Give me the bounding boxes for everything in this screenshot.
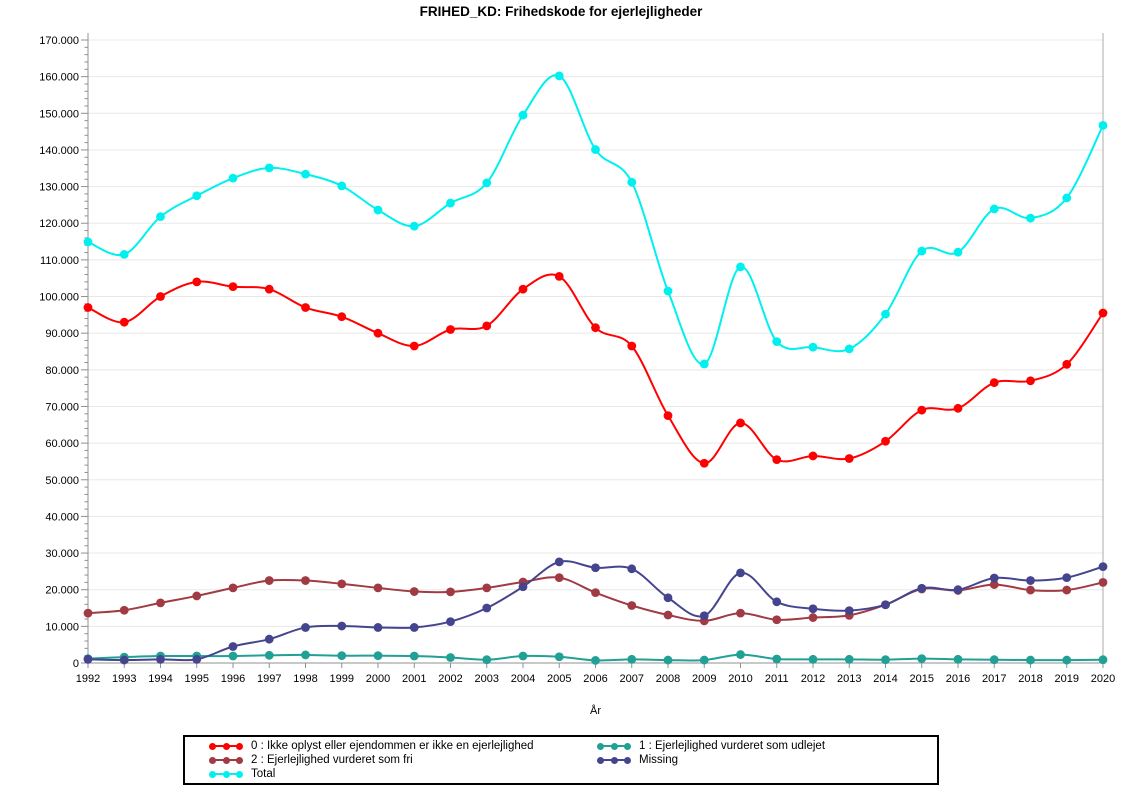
svg-text:2003: 2003 bbox=[475, 673, 499, 685]
legend-marker-missing bbox=[597, 756, 631, 765]
svg-text:1998: 1998 bbox=[293, 673, 317, 685]
svg-text:100.000: 100.000 bbox=[39, 292, 79, 304]
legend-item-total: Total bbox=[209, 768, 597, 781]
svg-text:År: År bbox=[590, 704, 601, 717]
svg-text:1995: 1995 bbox=[185, 673, 209, 685]
svg-text:2017: 2017 bbox=[982, 673, 1006, 685]
legend-marker-code0 bbox=[209, 742, 243, 751]
svg-text:2016: 2016 bbox=[946, 673, 970, 685]
svg-text:2006: 2006 bbox=[583, 673, 607, 685]
legend-item-missing: Missing bbox=[597, 754, 937, 767]
legend-marker-code2 bbox=[209, 756, 243, 765]
svg-text:1997: 1997 bbox=[257, 673, 281, 685]
svg-text:60.000: 60.000 bbox=[45, 438, 79, 450]
svg-text:2010: 2010 bbox=[728, 673, 752, 685]
svg-text:2005: 2005 bbox=[547, 673, 571, 685]
legend-label-code1: 1 : Ejerlejlighed vurderet som udlejet bbox=[639, 740, 826, 752]
svg-text:2007: 2007 bbox=[620, 673, 644, 685]
svg-text:130.000: 130.000 bbox=[39, 182, 79, 194]
legend-item-code1: 1 : Ejerlejlighed vurderet som udlejet bbox=[597, 740, 937, 753]
svg-text:170.000: 170.000 bbox=[39, 35, 79, 47]
svg-text:1994: 1994 bbox=[148, 673, 172, 685]
chart-title: FRIHED_KD: Frihedskode for ejerlejlighed… bbox=[419, 4, 703, 19]
svg-text:2013: 2013 bbox=[837, 673, 861, 685]
legend-marker-code1 bbox=[597, 742, 631, 751]
svg-text:2012: 2012 bbox=[801, 673, 825, 685]
svg-text:110.000: 110.000 bbox=[40, 255, 79, 267]
svg-text:50.000: 50.000 bbox=[45, 475, 79, 487]
svg-text:20.000: 20.000 bbox=[45, 585, 79, 597]
svg-text:90.000: 90.000 bbox=[45, 328, 79, 340]
svg-text:2009: 2009 bbox=[692, 673, 716, 685]
svg-text:2008: 2008 bbox=[656, 673, 680, 685]
svg-text:2011: 2011 bbox=[765, 673, 789, 685]
svg-text:2000: 2000 bbox=[366, 673, 390, 685]
svg-text:10.000: 10.000 bbox=[45, 621, 79, 633]
svg-text:2001: 2001 bbox=[402, 673, 426, 685]
svg-text:80.000: 80.000 bbox=[45, 365, 79, 377]
svg-text:2018: 2018 bbox=[1018, 673, 1042, 685]
legend-item-code0: 0 : Ikke oplyst eller ejendommen er ikke… bbox=[209, 740, 597, 753]
svg-text:140.000: 140.000 bbox=[39, 145, 79, 157]
svg-text:160.000: 160.000 bbox=[39, 72, 79, 84]
svg-text:150.000: 150.000 bbox=[39, 108, 79, 120]
svg-text:120.000: 120.000 bbox=[39, 218, 79, 230]
svg-text:1993: 1993 bbox=[112, 673, 136, 685]
svg-text:1999: 1999 bbox=[330, 673, 354, 685]
svg-text:2020: 2020 bbox=[1091, 673, 1115, 685]
svg-text:40.000: 40.000 bbox=[45, 511, 79, 523]
svg-text:2004: 2004 bbox=[511, 673, 535, 685]
legend-marker-total bbox=[209, 770, 243, 779]
svg-text:0: 0 bbox=[73, 658, 79, 670]
legend-label-code2: 2 : Ejerlejlighed vurderet som fri bbox=[251, 754, 413, 766]
legend-label-missing: Missing bbox=[639, 754, 678, 766]
svg-text:30.000: 30.000 bbox=[45, 548, 79, 560]
legend-label-code0: 0 : Ikke oplyst eller ejendommen er ikke… bbox=[251, 740, 534, 752]
svg-text:1996: 1996 bbox=[221, 673, 245, 685]
legend-item-code2: 2 : Ejerlejlighed vurderet som fri bbox=[209, 754, 597, 767]
svg-text:2002: 2002 bbox=[438, 673, 462, 685]
svg-text:2014: 2014 bbox=[873, 673, 897, 685]
svg-text:1992: 1992 bbox=[76, 673, 100, 685]
line-chart-plot: 0 10.000 20.000 30.000 40.000 50.000 60.000 70.… bbox=[39, 33, 1115, 717]
chart-legend: 0 : Ikke oplyst eller ejendommen er ikke… bbox=[183, 735, 939, 785]
svg-text:2019: 2019 bbox=[1055, 673, 1079, 685]
legend-label-total: Total bbox=[251, 768, 276, 780]
svg-text:70.000: 70.000 bbox=[45, 401, 79, 413]
svg-text:2015: 2015 bbox=[910, 673, 934, 685]
